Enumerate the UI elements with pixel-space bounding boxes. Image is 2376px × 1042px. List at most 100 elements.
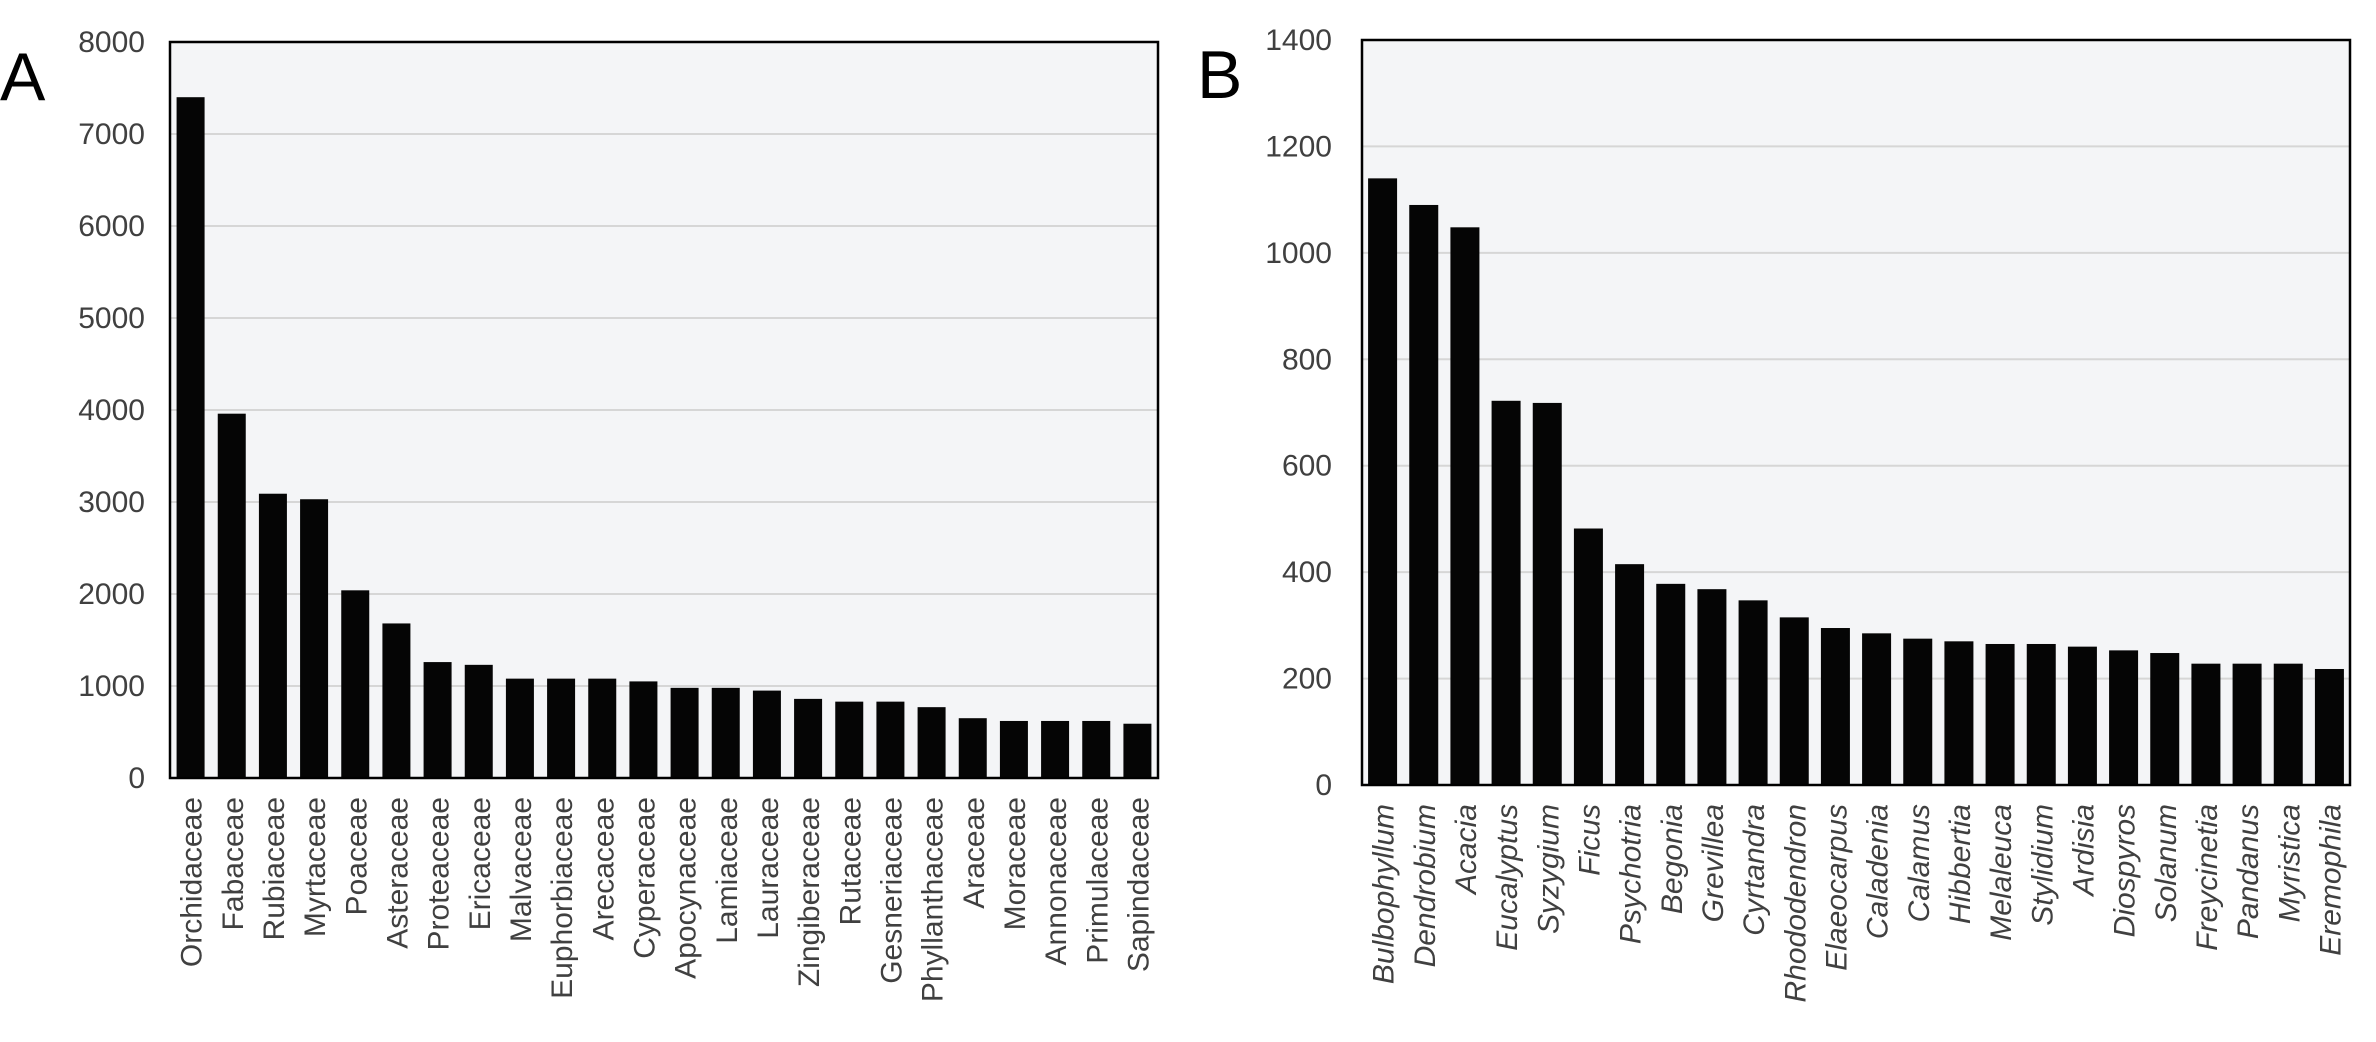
panel-b-x-tick-label: Ardisia (2067, 804, 2100, 898)
panel-b-x-tick-label: Cyrtandra (1738, 804, 1771, 936)
panel-a-y-tick-label: 6000 (78, 210, 145, 243)
panel-b-y-tick-label: 1000 (1265, 237, 1332, 270)
panel-b-x-tick-label: Eucalyptus (1491, 804, 1524, 951)
panel-b-y-tick-label: 400 (1282, 556, 1332, 589)
panel-b-x-tick-label: Begonia (1656, 804, 1689, 914)
panel-a-x-tick-label: Euphorbiaceae (546, 797, 579, 999)
panel-b-label: B (1197, 37, 1242, 113)
panel-b-x-tick-label: Dendrobium (1409, 804, 1442, 967)
panel-a-x-tick-label: Annonaceae (1040, 797, 1073, 966)
panel-b-bar (1903, 638, 1933, 785)
panel-b-bar (1697, 589, 1727, 785)
panel-b-bar (1738, 600, 1768, 785)
panel-b-bar (2109, 650, 2139, 785)
panel-b-x-tick-label: Eremophila (2314, 804, 2347, 956)
panel-b-y-tick-label: 1200 (1265, 130, 1332, 163)
panel-b-x-tick-label: Myristica (2273, 804, 2306, 922)
panel-b-x-tick-label: Calamus (1903, 804, 1936, 922)
panel-a-bar (258, 493, 287, 778)
panel-b-x-tick-label: Ficus (1573, 804, 1606, 876)
panel-a-bar (382, 623, 411, 778)
panel-a-bar (547, 678, 576, 778)
panel-b-bar (1450, 227, 1480, 786)
panel-a-x-tick-label: Myrtaceae (299, 797, 332, 937)
panel-a-x-tick-label: Fabaceae (217, 797, 250, 930)
panel-a-bar (794, 698, 823, 778)
panel-b-x-tick-label: Hibbertia (1944, 804, 1977, 924)
panel-b-bar (1615, 564, 1645, 785)
panel-a-bar (588, 678, 617, 778)
panel-b-x-tick-label: Solanum (2150, 804, 2183, 922)
panel-a-x-tick-label: Gesneriaceae (875, 797, 908, 984)
panel-b-x-tick-label: Bulbophyllum (1368, 804, 1401, 984)
panel-b-plot-area (1362, 40, 2350, 785)
panel-a-x-tick-label: Lamiaceae (711, 797, 744, 944)
panel-b-bar (2191, 663, 2221, 785)
panel-b-bar (2314, 668, 2344, 785)
panel-a-x-tick-label: Rutaceae (834, 797, 867, 925)
panel-b-x-tick-label: Syzygium (1532, 804, 1565, 934)
panel-b-x-tick-label: Acacia (1450, 804, 1483, 896)
panel-b-y-tick-label: 200 (1282, 663, 1332, 696)
panel-b-x-tick-label: Elaeocarpus (1820, 804, 1853, 971)
panel-b-bar (1820, 628, 1850, 785)
panel-b-bar (1573, 528, 1603, 785)
panel-b-bar (1409, 204, 1439, 785)
panel-a-bar (752, 690, 781, 778)
panel-b-bar (2273, 663, 2303, 785)
panel-b-x-tick-label: Freycinetia (2191, 804, 2224, 951)
panel-a-x-tick-label: Rubiaceae (258, 797, 291, 940)
panel-b-bar (1368, 178, 1398, 785)
panel-a-x-tick-label: Araceae (958, 797, 991, 909)
panel-a-x-tick-label: Cyperaceae (628, 797, 661, 959)
panel-a-x-tick-label: Poaceae (340, 797, 373, 915)
panel-a-bar (670, 687, 699, 778)
panel-a-x-tick-label: Phyllanthaceae (917, 797, 950, 1002)
panel-a-x-tick-label: Asteraceae (381, 797, 414, 949)
panel-a-x-tick-label: Sapindaceae (1122, 797, 1155, 972)
panel-a-y-tick-label: 1000 (78, 670, 145, 703)
panel-b-x-tick-label: Caladenia (1862, 804, 1895, 939)
panel-b-x-tick-label: Diospyros (2109, 804, 2142, 937)
panel-b-x-tick-label: Pandanus (2232, 804, 2265, 939)
panel-a-bar (1041, 720, 1070, 778)
panel-a-x-tick-label: Proteaceae (423, 797, 456, 950)
panel-a-x-tick-label: Zingiberaceae (793, 797, 826, 987)
panel-b-x-tick-label: Melaleuca (1985, 804, 2018, 941)
panel-a-x-tick-label: Apocynaceae (670, 797, 703, 979)
panel-a-x-tick-label: Primulaceae (1081, 797, 1114, 964)
panel-b-bar (1532, 402, 1562, 785)
panel-b-bar (2232, 663, 2262, 785)
panel-b-y-tick-label: 1400 (1265, 24, 1332, 57)
panel-a-plot-frame (168, 40, 1160, 780)
panel-a-bar (341, 590, 370, 778)
panel-a-bar (711, 687, 740, 778)
panel-a-chart: A 0 1000 2000 3000 4000 5000 6000 7000 8000 Orchi… (0, 26, 1160, 1002)
panel-b-bar (1656, 583, 1686, 785)
panel-a-bar (835, 701, 864, 778)
panel-a-x-tick-label: Orchidaceae (176, 797, 209, 967)
panel-a-bar (505, 678, 534, 778)
panel-b-y-tick-label: 800 (1282, 343, 1332, 376)
panel-a-bar (300, 499, 329, 778)
panel-a-y-tick-label: 7000 (78, 118, 145, 151)
panel-b-bar (2150, 653, 2180, 785)
panel-a-y-tick-label: 5000 (78, 302, 145, 335)
panel-b-bar (1862, 633, 1892, 785)
panel-b-plot-frame (1360, 38, 2352, 787)
panel-b-bar (1779, 617, 1809, 785)
panel-b-bar (1491, 400, 1521, 785)
panel-b-x-tick-label: Stylidium (2026, 804, 2059, 926)
panel-a-y-tick-label: 8000 (78, 26, 145, 59)
panel-b-y-tick-label: 0 (1315, 769, 1332, 802)
panel-a-bar (176, 97, 205, 778)
panel-a-bar (958, 718, 987, 778)
panel-a-y-tick-label: 3000 (78, 486, 145, 519)
panel-a-label: A (0, 39, 46, 115)
panel-a-bar (464, 664, 493, 778)
panel-b-bar (2067, 646, 2097, 785)
panel-a-x-tick-label: Lauraceae (752, 797, 785, 939)
panel-a-y-tick-label: 2000 (78, 578, 145, 611)
panel-a-y-tick-label: 0 (128, 762, 145, 795)
